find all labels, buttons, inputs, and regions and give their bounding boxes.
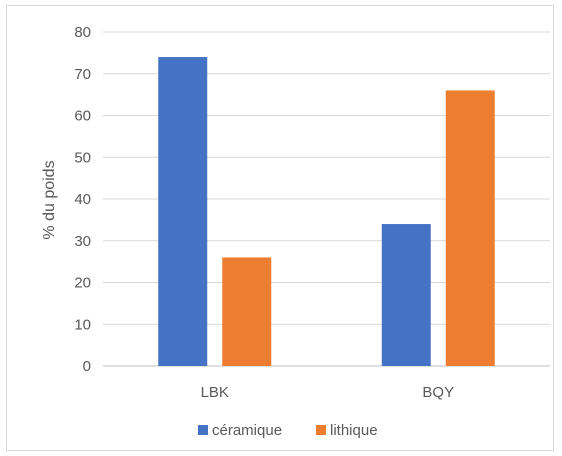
legend-label: lithique bbox=[330, 422, 378, 439]
bar-bqy-lithique bbox=[445, 90, 495, 366]
x-tick-labels: LBK BQY bbox=[201, 384, 455, 401]
x-tick-label: LBK bbox=[201, 384, 229, 401]
bars bbox=[158, 57, 495, 367]
y-tick-labels: 0 10 20 30 40 50 60 70 80 bbox=[74, 24, 91, 375]
y-tick-label: 60 bbox=[74, 108, 91, 125]
y-tick-label: 40 bbox=[74, 191, 91, 208]
legend-swatch bbox=[316, 425, 326, 435]
y-tick-label: 80 bbox=[74, 24, 91, 41]
bar-bqy-ceramique bbox=[381, 224, 431, 366]
y-tick-label: 70 bbox=[74, 66, 91, 83]
y-tick-label: 20 bbox=[74, 275, 91, 292]
y-tick-label: 10 bbox=[74, 316, 91, 333]
bar-lbk-ceramique bbox=[158, 57, 208, 367]
legend: céramique lithique bbox=[198, 422, 378, 439]
legend-swatch bbox=[198, 425, 208, 435]
y-tick-label: 0 bbox=[83, 358, 91, 375]
y-axis-title: % du poids bbox=[41, 160, 58, 239]
y-tick-label: 50 bbox=[74, 149, 91, 166]
y-tick-label: 30 bbox=[74, 233, 91, 250]
x-tick-label: BQY bbox=[422, 384, 454, 401]
legend-label: céramique bbox=[212, 422, 282, 439]
bar-lbk-lithique bbox=[222, 257, 272, 366]
